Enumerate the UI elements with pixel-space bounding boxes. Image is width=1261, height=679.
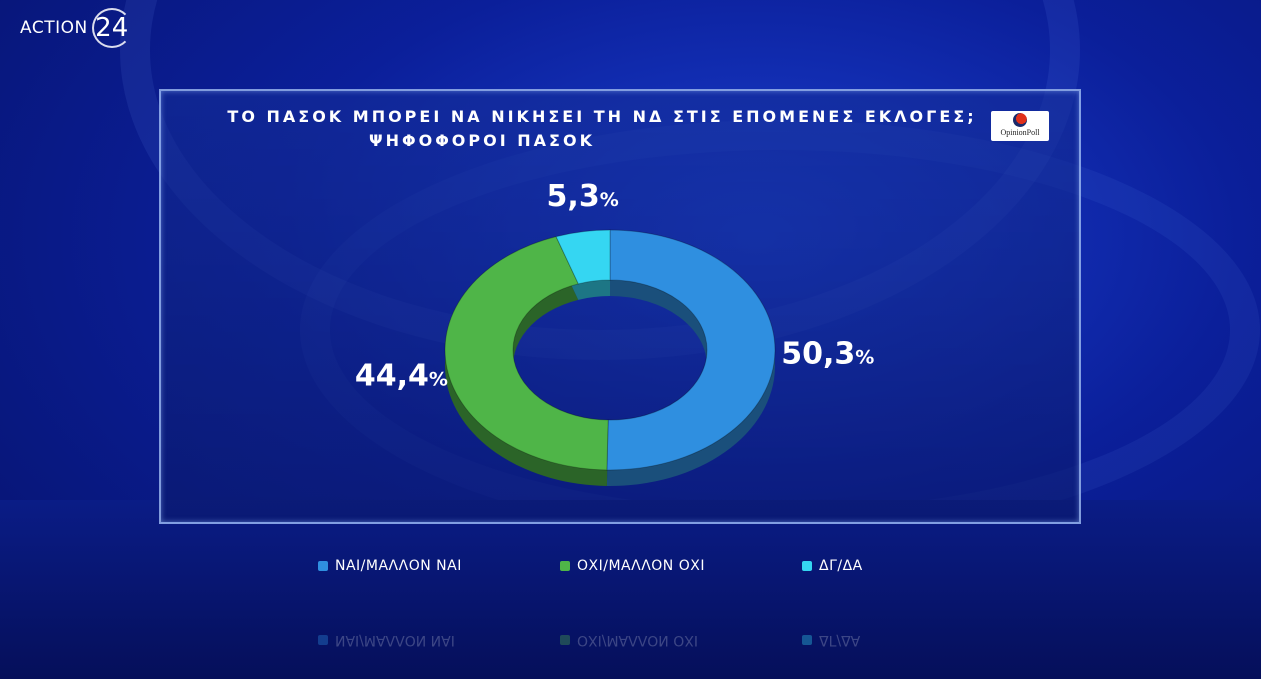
pollster-badge: OpinionPoll (991, 111, 1049, 141)
legend-swatch (802, 635, 812, 645)
legend-label: ΔΓ/ΔΑ (819, 558, 863, 574)
legend-swatch (802, 561, 812, 571)
channel-logo: ACTION 24 (20, 8, 132, 48)
donut-slice (444, 236, 609, 471)
logo-number: 24 (95, 13, 129, 43)
legend-item: ΟΧΙ/ΜΑΛΛΟΝ ΟΧΙ (560, 556, 705, 576)
logo-ring: 24 (91, 8, 132, 48)
pollster-logo-icon (1013, 113, 1027, 127)
legend-label: ΔΓ/ΔΑ (819, 632, 861, 648)
legend-reflection: ΟΧΙ/ΜΑΛΛΟΝ ΟΧΙ (560, 630, 698, 650)
legend-item: ΝΑΙ/ΜΑΛΛΟΝ ΝΑΙ (318, 556, 462, 576)
donut-hole (516, 290, 704, 422)
chart-title: ΤΟ ΠΑΣΟΚ ΜΠΟΡΕΙ ΝΑ ΝΙΚΗΣΕΙ ΤΗ ΝΔ ΣΤΙΣ ΕΠ… (227, 107, 977, 126)
legend-item: ΔΓ/ΔΑ (802, 556, 863, 576)
legend-swatch (560, 561, 570, 571)
donut-slice (606, 229, 776, 471)
legend-label: ΟΧΙ/ΜΑΛΛΟΝ ΟΧΙ (577, 558, 705, 574)
legend-label: ΝΑΙ/ΜΑΛΛΟΝ ΝΑΙ (335, 558, 462, 574)
donut-slice (555, 229, 611, 285)
data-label: 5,3% (547, 179, 619, 214)
legend-reflection: ΔΓ/ΔΑ (802, 630, 860, 650)
logo-wordmark: ACTION (20, 18, 88, 38)
legend-swatch (318, 561, 328, 571)
pollster-name: OpinionPoll (1000, 128, 1040, 137)
legend-label: ΝΑΙ/ΜΑΛΛΟΝ ΝΑΙ (335, 632, 455, 648)
legend-swatch (560, 635, 570, 645)
legend-reflection: ΝΑΙ/ΜΑΛΛΟΝ ΝΑΙ (318, 630, 455, 650)
data-label: 50,3% (781, 337, 874, 372)
chart-subtitle: ΨΗΦΟΦΟΡΟΙ ΠΑΣΟΚ (369, 131, 595, 150)
data-label: 44,4% (355, 358, 448, 393)
legend-label: ΟΧΙ/ΜΑΛΛΟΝ ΟΧΙ (577, 632, 698, 648)
floor (0, 500, 1261, 679)
legend-swatch (318, 635, 328, 645)
